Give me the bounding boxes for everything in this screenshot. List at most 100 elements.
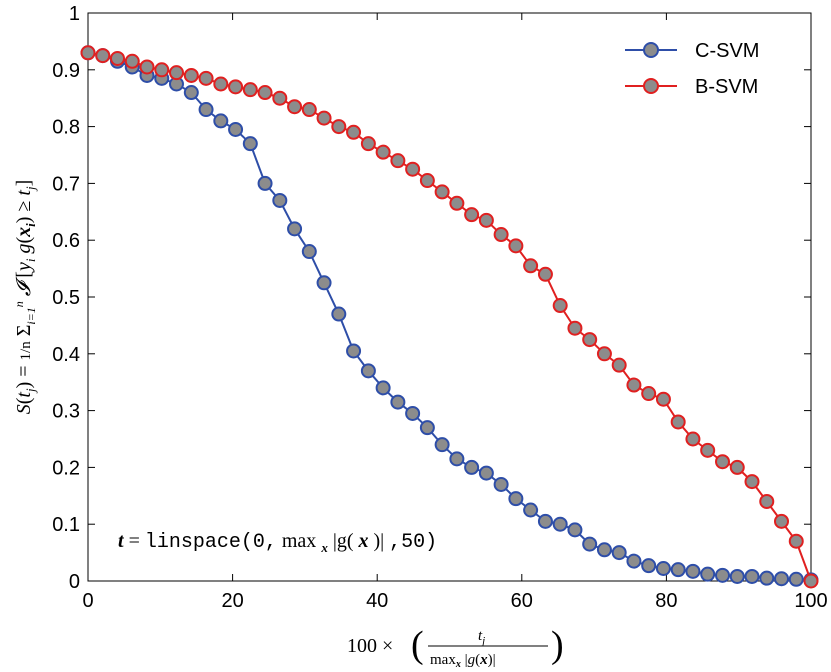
data-point-b-svm bbox=[272, 90, 288, 106]
y-tick-label: 0.4 bbox=[52, 344, 80, 366]
data-point-c-svm bbox=[272, 192, 288, 208]
data-point-c-svm bbox=[788, 571, 804, 587]
legend-label-c-svm: C-SVM bbox=[695, 40, 759, 62]
data-point-b-svm bbox=[788, 533, 804, 549]
data-point-b-svm bbox=[198, 70, 214, 86]
data-point-b-svm bbox=[213, 76, 229, 92]
y-tick-label: 0.6 bbox=[52, 230, 80, 252]
data-point-b-svm bbox=[596, 346, 612, 362]
data-point-c-svm bbox=[567, 522, 583, 538]
data-point-b-svm bbox=[95, 48, 111, 64]
data-point-b-svm bbox=[390, 153, 406, 169]
data-point-b-svm bbox=[183, 67, 199, 83]
data-point-b-svm bbox=[729, 459, 745, 475]
x-axis-label-numerator: tj bbox=[478, 628, 485, 647]
data-point-c-svm bbox=[331, 306, 347, 322]
x-tick-label: 100 bbox=[794, 590, 827, 612]
data-point-c-svm bbox=[537, 513, 553, 529]
data-point-c-svm bbox=[478, 465, 494, 481]
data-point-c-svm bbox=[700, 566, 716, 582]
data-point-c-svm bbox=[582, 536, 598, 552]
data-point-b-svm bbox=[774, 513, 790, 529]
data-point-b-svm bbox=[582, 332, 598, 348]
y-tick-label: 0.2 bbox=[52, 457, 80, 479]
x-axis-label-rparen: ) bbox=[551, 624, 564, 666]
data-point-b-svm bbox=[567, 320, 583, 336]
data-point-b-svm bbox=[434, 184, 450, 200]
data-point-c-svm bbox=[183, 85, 199, 101]
data-point-c-svm bbox=[449, 451, 465, 467]
data-point-c-svm bbox=[346, 343, 362, 359]
data-point-c-svm bbox=[611, 545, 627, 561]
data-point-b-svm bbox=[257, 85, 273, 101]
y-axis-label-text: S(tj) = 1/n Σi=1n 𝓘 [yi g(xi) ≥ tj] bbox=[12, 180, 38, 415]
data-point-c-svm bbox=[198, 102, 214, 118]
data-point-b-svm bbox=[464, 207, 480, 223]
y-axis-label: S(tj) = 1/n Σi=1n 𝓘 [yi g(xi) ≥ tj] bbox=[12, 180, 38, 415]
data-point-b-svm bbox=[478, 212, 494, 228]
data-point-c-svm bbox=[419, 420, 435, 436]
data-point-b-svm bbox=[139, 59, 155, 75]
legend-marker-c-svm bbox=[643, 42, 659, 58]
x-axis-label-lparen: ( bbox=[411, 624, 424, 666]
data-point-c-svm bbox=[405, 405, 421, 421]
data-point-b-svm bbox=[700, 442, 716, 458]
y-tick-label: 0.7 bbox=[52, 173, 80, 195]
data-point-c-svm bbox=[493, 476, 509, 492]
x-tick-label: 80 bbox=[655, 590, 677, 612]
data-point-b-svm bbox=[670, 414, 686, 430]
data-point-c-svm bbox=[213, 113, 229, 129]
data-point-b-svm bbox=[715, 454, 731, 470]
data-point-c-svm bbox=[715, 567, 731, 583]
data-point-c-svm bbox=[228, 121, 244, 137]
x-tick-label: 60 bbox=[511, 590, 533, 612]
data-point-b-svm bbox=[611, 357, 627, 373]
data-point-b-svm bbox=[80, 45, 96, 61]
data-point-c-svm bbox=[375, 380, 391, 396]
series-c-svm bbox=[80, 45, 819, 588]
data-point-c-svm bbox=[641, 558, 657, 574]
data-point-c-svm bbox=[685, 563, 701, 579]
data-point-b-svm bbox=[228, 79, 244, 95]
data-point-b-svm bbox=[803, 573, 819, 589]
data-point-b-svm bbox=[331, 119, 347, 135]
data-point-b-svm bbox=[375, 144, 391, 160]
y-tick-label: 1 bbox=[69, 3, 80, 25]
y-tick-label: 0.1 bbox=[52, 514, 80, 536]
data-point-b-svm bbox=[626, 377, 642, 393]
data-point-b-svm bbox=[759, 493, 775, 509]
data-point-c-svm bbox=[301, 244, 317, 260]
data-point-b-svm bbox=[419, 173, 435, 189]
data-point-b-svm bbox=[287, 99, 303, 115]
x-tick-label: 0 bbox=[82, 590, 93, 612]
y-tick-label: 0 bbox=[69, 571, 80, 593]
data-point-c-svm bbox=[242, 136, 258, 152]
legend-marker-b-svm bbox=[643, 78, 659, 94]
data-point-c-svm bbox=[670, 562, 686, 578]
data-point-b-svm bbox=[493, 227, 509, 243]
annotation: t = linspace(0, max x |g( x )| ,50) bbox=[118, 530, 437, 555]
data-point-b-svm bbox=[523, 258, 539, 274]
y-tick-label: 0.9 bbox=[52, 60, 80, 82]
y-tick-label: 0.3 bbox=[52, 401, 80, 423]
data-point-b-svm bbox=[744, 474, 760, 490]
data-point-b-svm bbox=[685, 431, 701, 447]
data-point-c-svm bbox=[774, 571, 790, 587]
y-tick-label: 0.8 bbox=[52, 117, 80, 139]
data-point-b-svm bbox=[168, 65, 184, 81]
data-point-b-svm bbox=[537, 266, 553, 282]
data-point-c-svm bbox=[360, 363, 376, 379]
legend-label-b-svm: B-SVM bbox=[695, 76, 758, 98]
data-point-b-svm bbox=[655, 391, 671, 407]
data-point-c-svm bbox=[596, 542, 612, 558]
data-point-c-svm bbox=[287, 221, 303, 237]
x-tick-label: 40 bbox=[366, 590, 388, 612]
x-axis-label-prefix: 100 × bbox=[347, 635, 393, 657]
data-point-c-svm bbox=[744, 568, 760, 584]
data-point-c-svm bbox=[759, 570, 775, 586]
y-tick-label: 0.5 bbox=[52, 287, 80, 309]
data-point-b-svm bbox=[316, 110, 332, 126]
data-point-b-svm bbox=[641, 386, 657, 402]
series-b-svm bbox=[80, 45, 819, 589]
data-point-c-svm bbox=[552, 516, 568, 532]
